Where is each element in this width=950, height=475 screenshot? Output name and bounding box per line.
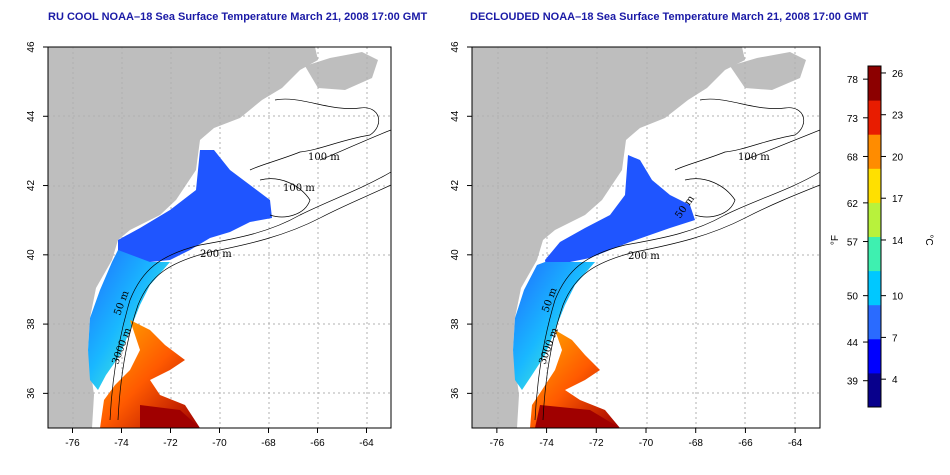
- land-mass: [305, 52, 378, 90]
- panel-2-map: 100 m 50 m 200 m 50 m 3000 m: [472, 47, 820, 428]
- x-tick-label: -76: [65, 438, 80, 449]
- colorbar-segment: [868, 304, 881, 340]
- bathymetry-contours: [109, 98, 391, 421]
- colorbar-segment: [868, 134, 881, 169]
- celsius-tick-label: 4: [892, 375, 898, 386]
- panel-1-title: RU COOL NOAA–18 Sea Surface Temperature …: [48, 11, 428, 23]
- x-tick-label: -70: [639, 438, 654, 449]
- fahrenheit-tick-label: 39: [847, 377, 859, 388]
- colorbar-segment: [868, 372, 881, 408]
- sst-cold-region: [100, 150, 272, 312]
- sst-shelf-region: [513, 262, 595, 390]
- axes: -76 -74 -72 -70 -68 -66 -64 36 38 40 42 44 46 -76 -74 -…: [26, 41, 803, 449]
- celsius-tick-label: 14: [892, 236, 904, 247]
- celsius-tick-label: 23: [892, 111, 904, 122]
- x-tick-label: -70: [212, 438, 227, 449]
- fahrenheit-tick-label: 57: [847, 238, 859, 249]
- y-tick-label: 42: [26, 180, 37, 192]
- fahrenheit-tick-label: 50: [847, 292, 859, 303]
- y-tick-label: 42: [450, 180, 461, 192]
- celsius-tick-label: 26: [892, 69, 904, 80]
- sst-warm-region: [100, 320, 200, 428]
- x-tick-label: -68: [261, 438, 276, 449]
- x-tick-label: -64: [359, 438, 374, 449]
- bathymetry-contours: [534, 98, 820, 421]
- fahrenheit-tick-label: 44: [847, 338, 859, 349]
- fahrenheit-tick-label: 62: [847, 199, 859, 210]
- fahrenheit-tick-label: 73: [847, 114, 859, 125]
- celsius-tick-label: 20: [892, 152, 904, 163]
- y-tick-label: 40: [450, 249, 461, 261]
- colorbar-segment: [868, 202, 881, 237]
- y-tick-label: 38: [26, 318, 37, 330]
- contour-label: 200 m: [200, 249, 232, 260]
- colorbar-segment: [868, 168, 881, 203]
- fahrenheit-tick-label: 68: [847, 152, 859, 163]
- x-tick-label: -64: [788, 438, 803, 449]
- y-tick-label: 44: [450, 110, 461, 122]
- y-tick-label: 40: [26, 249, 37, 261]
- land-mass: [472, 47, 745, 428]
- sst-warm-region: [535, 405, 620, 428]
- fahrenheit-unit-label: °F: [830, 235, 841, 245]
- sst-warm-region: [530, 330, 620, 428]
- y-tick-label: 46: [26, 41, 37, 53]
- colorbar: 26 23 20 17 14 10 7 4 78 73 68 62 57 50 44 39 °F °C: [830, 65, 934, 408]
- x-tick-label: -66: [310, 438, 325, 449]
- land-mass: [730, 52, 806, 90]
- x-tick-label: -72: [589, 438, 604, 449]
- fahrenheit-tick-label: 78: [847, 75, 859, 86]
- contour-label: 100 m: [308, 152, 340, 163]
- celsius-tick-label: 7: [892, 333, 898, 344]
- y-tick-label: 36: [26, 387, 37, 399]
- y-tick-label: 46: [450, 41, 461, 53]
- panel-1-map: 100 m 100 m 200 m 50 m 3000 m: [48, 47, 391, 428]
- land-mass: [48, 47, 318, 428]
- x-tick-label: -76: [490, 438, 505, 449]
- y-tick-label: 36: [450, 387, 461, 399]
- x-tick-label: -68: [688, 438, 703, 449]
- y-tick-label: 44: [26, 110, 37, 122]
- colorbar-segment: [868, 100, 881, 135]
- colorbar-segment: [868, 236, 881, 272]
- colorbar-segment: [868, 338, 881, 374]
- contour-label: 100 m: [283, 183, 315, 194]
- x-tick-label: -66: [738, 438, 753, 449]
- panel-2-title: DECLOUDED NOAA–18 Sea Surface Temperatur…: [470, 11, 869, 23]
- x-tick-label: -74: [114, 438, 129, 449]
- contour-label: 100 m: [738, 152, 770, 163]
- x-tick-label: -72: [163, 438, 178, 449]
- celsius-unit-label: °C: [923, 234, 934, 245]
- celsius-tick-label: 10: [892, 292, 904, 303]
- celsius-tick-label: 17: [892, 194, 904, 205]
- x-tick-label: -74: [539, 438, 554, 449]
- colorbar-segment: [868, 270, 881, 306]
- sst-warm-region: [140, 405, 200, 428]
- sst-cold-region: [545, 155, 695, 280]
- y-tick-label: 38: [450, 318, 461, 330]
- contour-label: 200 m: [628, 251, 660, 262]
- colorbar-segment: [868, 66, 881, 101]
